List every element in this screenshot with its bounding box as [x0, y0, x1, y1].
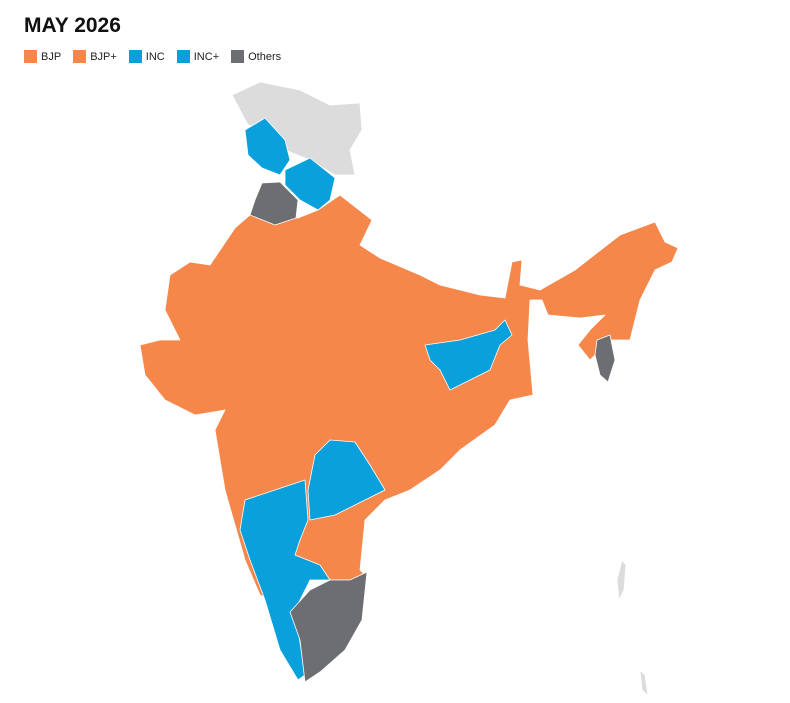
region-main [139, 194, 679, 611]
legend-swatch [176, 50, 190, 63]
legend-swatch [73, 50, 87, 63]
legend-swatch [128, 50, 142, 63]
legend-item: Others [231, 50, 281, 63]
legend-label: INC+ [193, 50, 220, 63]
region-ne-gray [594, 334, 616, 383]
legend-item: INC+ [176, 50, 220, 63]
region-east-blue [424, 319, 513, 391]
legend-item: INC [128, 50, 165, 63]
region-south-gray [289, 571, 368, 683]
region-hill-blue [284, 157, 336, 211]
region-north-blue [244, 117, 291, 176]
islands [616, 559, 649, 696]
region-south-blue-1 [307, 439, 386, 521]
legend-swatch [24, 50, 37, 63]
region-south-blue-2 [239, 479, 331, 681]
title: MAY 2026 [24, 14, 121, 37]
legend-label: Others [248, 50, 282, 63]
legend-label: BJP [41, 50, 62, 63]
legend-item: BJP [24, 50, 61, 63]
legend-swatch [231, 50, 245, 63]
legend-item: BJP+ [73, 50, 117, 63]
legend-label: INC [145, 50, 165, 63]
legend-label: BJP+ [90, 50, 117, 63]
region-punjab [249, 181, 299, 226]
legend: BJP BJP+ INC INC+ Others [24, 50, 281, 63]
